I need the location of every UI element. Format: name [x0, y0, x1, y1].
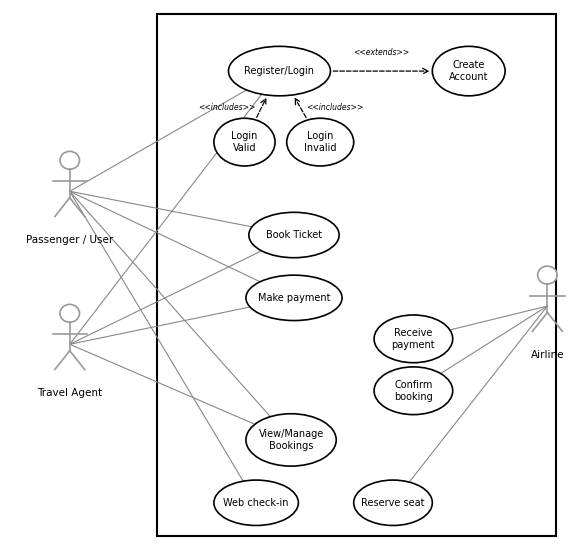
Text: Book Ticket: Book Ticket [266, 230, 322, 240]
Text: Confirm
booking: Confirm booking [394, 380, 433, 401]
Ellipse shape [60, 151, 79, 169]
Ellipse shape [287, 118, 354, 166]
Text: Login
Invalid: Login Invalid [304, 131, 336, 153]
Ellipse shape [246, 414, 336, 466]
Ellipse shape [60, 304, 79, 322]
Text: <<includes>>: <<includes>> [306, 103, 363, 112]
Text: Receive
payment: Receive payment [392, 328, 435, 349]
Text: Login
Valid: Login Valid [231, 131, 258, 153]
Text: Airline: Airline [530, 350, 564, 360]
Text: Passenger / User: Passenger / User [26, 235, 113, 245]
Text: <<includes>>: <<includes>> [198, 103, 256, 112]
Text: Web check-in: Web check-in [223, 498, 289, 508]
Ellipse shape [374, 367, 453, 415]
Text: View/Manage
Bookings: View/Manage Bookings [259, 429, 324, 451]
Ellipse shape [432, 46, 505, 96]
Ellipse shape [246, 275, 342, 321]
Text: Travel Agent: Travel Agent [37, 388, 102, 398]
Ellipse shape [214, 118, 275, 166]
Text: Reserve seat: Reserve seat [361, 498, 425, 508]
Ellipse shape [537, 266, 557, 284]
Ellipse shape [214, 480, 298, 526]
Ellipse shape [374, 315, 453, 363]
Text: Create
Account: Create Account [449, 60, 489, 82]
Text: Register/Login: Register/Login [245, 66, 315, 76]
Bar [157, 14, 556, 535]
Ellipse shape [249, 213, 339, 258]
Ellipse shape [354, 480, 432, 526]
Ellipse shape [229, 46, 330, 96]
Text: <<extends>>: <<extends>> [353, 49, 409, 57]
Text: Make payment: Make payment [258, 293, 330, 303]
